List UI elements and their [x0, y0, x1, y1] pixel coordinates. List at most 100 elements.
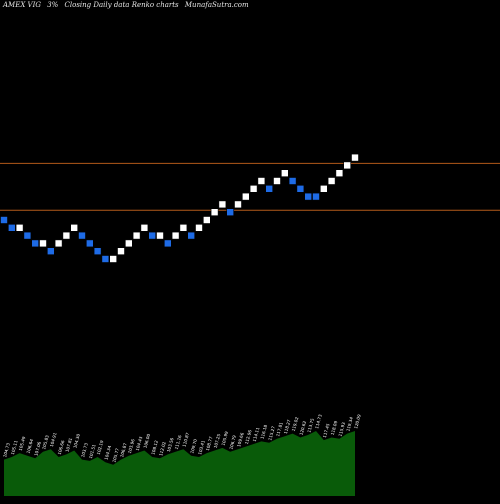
volume-label: 108.12 — [150, 439, 159, 455]
volume-label: 114.73 — [314, 413, 323, 429]
volume-label: 104.34 — [104, 445, 113, 461]
renko-brick — [62, 231, 71, 240]
renko-brick — [249, 185, 258, 193]
volume-label: 119.02 — [291, 416, 300, 432]
volume-label: 114.11 — [252, 426, 261, 442]
volume-label: 118.27 — [283, 419, 292, 435]
renko-brick — [54, 239, 63, 248]
change-label: 3% — [47, 1, 59, 9]
renko-brick — [117, 247, 125, 255]
renko-brick — [15, 224, 24, 232]
renko-brick — [101, 255, 110, 263]
renko-brick — [140, 224, 149, 232]
volume-label: 117.81 — [275, 421, 284, 437]
renko-brick — [156, 231, 164, 240]
volume-label: 106.87 — [119, 442, 128, 458]
volume-label: 103.56 — [166, 437, 175, 453]
renko-brick — [226, 208, 234, 216]
volume-label: 104.43 — [135, 436, 144, 452]
volume-label: 105.83 — [41, 434, 50, 450]
volume-label: 118.09 — [330, 420, 339, 436]
renko-brick — [148, 231, 156, 240]
renko-brick — [234, 200, 242, 209]
renko-brick — [70, 224, 78, 232]
renko-brick — [86, 239, 94, 248]
renko-brick — [0, 216, 8, 224]
volume-label: 107.25 — [213, 433, 222, 449]
volume-label: 104.91 — [49, 432, 58, 448]
renko-brick — [132, 231, 141, 240]
renko-brick — [203, 216, 211, 224]
volume-label: 105.99 — [221, 430, 230, 446]
renko-brick — [187, 231, 195, 240]
renko-brick — [39, 239, 47, 248]
renko-brick — [273, 177, 281, 185]
renko-brick — [288, 177, 297, 185]
volume-label: 105.11 — [10, 439, 19, 455]
renko-brick — [46, 247, 55, 255]
volume-label: 104.30 — [72, 433, 81, 449]
volume-label: 115.93 — [338, 421, 347, 437]
volume-label: 103.73 — [80, 442, 89, 458]
renko-brick — [242, 192, 250, 201]
renko-brick — [109, 255, 117, 263]
volume-label: 101.51 — [88, 443, 97, 459]
volume-label: 117.45 — [322, 423, 331, 439]
renko-brick — [179, 224, 188, 232]
renko-brick — [210, 208, 219, 216]
volume-label: 104.73 — [2, 442, 11, 458]
volume-fill — [4, 431, 355, 496]
renko-brick — [218, 200, 227, 209]
volume-label: 112.96 — [244, 429, 253, 445]
volume-label: 112.02 — [158, 441, 167, 457]
renko-brick — [296, 185, 305, 193]
renko-brick — [31, 239, 40, 248]
renko-brick — [195, 224, 203, 232]
reference-lines — [0, 162, 500, 211]
renko-brick — [304, 192, 313, 201]
renko-brick — [343, 161, 352, 170]
renko-bricks — [0, 153, 359, 263]
volume-label: 109.66 — [236, 432, 245, 448]
renko-brick — [171, 231, 180, 240]
renko-brick — [312, 192, 320, 201]
renko-brick — [351, 153, 359, 162]
renko-brick — [319, 185, 328, 193]
volume-label: 115.27 — [267, 425, 276, 441]
volume-label: 106.79 — [228, 434, 237, 450]
volume-label: 105.77 — [111, 447, 120, 463]
volume-label: 107.81 — [65, 437, 74, 453]
volume-label: 105.49 — [18, 436, 27, 452]
description-label: Closing Daily data Renko charts — [64, 1, 179, 9]
renko-brick — [257, 177, 266, 185]
volume-label: 113.75 — [306, 417, 315, 433]
chart-header: AMEX VIG 3% Closing Daily data Renko cha… — [3, 1, 497, 13]
volume-label: 106.64 — [26, 438, 35, 454]
volume-label: 106.66 — [57, 439, 66, 455]
volume-label: 106.00 — [143, 433, 152, 449]
volume-label: 107.06 — [33, 441, 42, 457]
volume-label: 111.16 — [174, 434, 183, 450]
renko-brick — [8, 224, 16, 232]
volume-label: 120.62 — [299, 420, 308, 436]
renko-brick — [327, 177, 336, 185]
volume-area — [4, 431, 355, 496]
volume-label: 103.41 — [197, 439, 206, 455]
renko-brick — [164, 239, 172, 248]
volume-label: 109.70 — [189, 438, 198, 454]
volume-label: 108.77 — [205, 436, 214, 452]
volume-label: 116.18 — [260, 424, 269, 440]
renko-brick — [93, 247, 102, 255]
renko-brick — [78, 231, 86, 240]
renko-brick — [265, 185, 274, 193]
symbol-label: AMEX VIG — [3, 1, 41, 9]
volume-label: 103.96 — [127, 438, 136, 454]
volume-label: 120.09 — [353, 413, 362, 429]
volume-label: 102.19 — [96, 439, 105, 455]
volume-labels: 104.73 105.11 105.49 106.64 107.06 105.83 104.… — [2, 413, 362, 463]
renko-brick — [125, 239, 133, 248]
renko-brick — [335, 169, 344, 177]
renko-brick — [23, 231, 32, 240]
